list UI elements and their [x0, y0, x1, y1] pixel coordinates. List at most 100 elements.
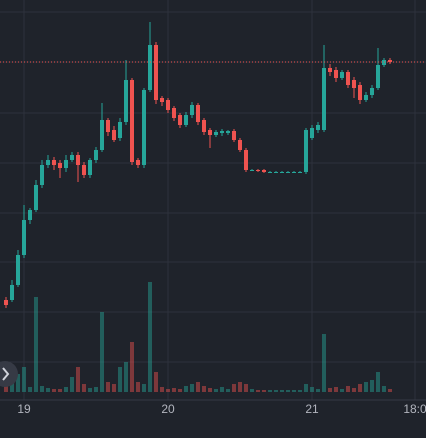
volume-bar	[166, 389, 170, 392]
candle-body	[190, 105, 194, 115]
candle-body	[16, 255, 20, 285]
volume-bar	[226, 389, 230, 392]
volume-bar	[292, 390, 296, 392]
candle-body	[334, 70, 338, 78]
candle-body	[34, 185, 38, 210]
candle-body	[82, 165, 86, 175]
volume-bar	[268, 390, 272, 392]
volume-bar	[352, 388, 356, 392]
volume-bar	[34, 297, 38, 392]
volume-bar	[40, 386, 44, 392]
candle-body	[268, 172, 272, 173]
candle-body	[10, 285, 14, 300]
candle-body	[352, 80, 356, 88]
volume-bar	[154, 372, 158, 392]
candle-body	[298, 172, 302, 173]
volume-layer	[4, 282, 392, 392]
candle-body	[58, 163, 62, 168]
volume-bar	[208, 388, 212, 392]
candle-body	[46, 160, 50, 165]
candle-body	[136, 160, 140, 165]
volume-bar	[76, 367, 80, 392]
grid	[0, 0, 426, 400]
candle-body	[202, 120, 206, 132]
candle-body	[370, 88, 374, 95]
candle-body	[100, 120, 104, 150]
candle-body	[208, 130, 212, 135]
volume-bar	[88, 388, 92, 392]
candle-body	[118, 122, 122, 138]
candle-body	[64, 160, 68, 168]
volume-bar	[172, 388, 176, 392]
candle-body	[184, 115, 188, 125]
volume-bar	[274, 390, 278, 392]
candle-body	[358, 85, 362, 100]
candle-body	[112, 130, 116, 140]
candle-body	[22, 220, 26, 255]
volume-bar	[22, 367, 26, 392]
time-label: 19	[17, 402, 31, 416]
volume-bar	[244, 384, 248, 392]
candle-body	[322, 68, 326, 130]
candle-body	[160, 98, 164, 102]
candle-body	[76, 155, 80, 165]
volume-bar	[220, 387, 224, 392]
candle-body	[124, 80, 128, 122]
volume-bar	[46, 388, 50, 392]
volume-bar	[370, 380, 374, 392]
volume-bar	[184, 386, 188, 392]
volume-bar	[388, 389, 392, 392]
candle-body	[154, 45, 158, 100]
candle-body	[244, 150, 248, 170]
candle-body	[70, 155, 74, 160]
candle-body	[28, 210, 32, 220]
candle-body	[172, 108, 176, 118]
candle-body	[94, 150, 98, 160]
volume-bar	[298, 390, 302, 392]
scroll-arrow[interactable]	[2, 367, 10, 381]
volume-bar	[136, 382, 140, 392]
candle-body	[316, 125, 320, 130]
volume-bar	[238, 382, 242, 392]
volume-bar	[334, 387, 338, 392]
candle-body	[166, 100, 170, 110]
candle-body	[388, 60, 392, 62]
scroll-button[interactable]	[0, 361, 18, 387]
candle-body	[226, 131, 230, 133]
volume-bar	[10, 382, 14, 392]
volume-bar	[202, 386, 206, 392]
volume-bar	[328, 388, 332, 392]
candle-body	[232, 131, 236, 140]
volume-bar	[100, 312, 104, 392]
volume-bar	[178, 389, 182, 392]
volume-bar	[346, 386, 350, 392]
volume-bar	[28, 387, 32, 392]
candle-body	[4, 300, 8, 305]
candle-body	[52, 160, 56, 165]
candle-body	[262, 170, 266, 172]
volume-bar	[190, 384, 194, 392]
volume-bar	[196, 382, 200, 392]
candle-body	[310, 128, 314, 138]
volume-bar	[82, 384, 86, 392]
candle-body	[346, 72, 350, 85]
volume-bar	[358, 384, 362, 392]
candle-body	[376, 65, 380, 88]
volume-bar	[160, 387, 164, 392]
volume-bar	[130, 342, 134, 392]
candle-body	[328, 68, 332, 72]
volume-bar	[376, 372, 380, 392]
volume-bar	[4, 384, 8, 392]
volume-bar	[214, 389, 218, 392]
volume-bar	[118, 367, 122, 392]
candle-body	[106, 120, 110, 132]
candle-body	[250, 170, 254, 171]
volume-bar	[52, 389, 56, 392]
volume-bar	[310, 387, 314, 392]
volume-bar	[70, 377, 74, 392]
volume-bar	[250, 389, 254, 392]
volume-bar	[106, 382, 110, 392]
candle-body	[280, 172, 284, 173]
